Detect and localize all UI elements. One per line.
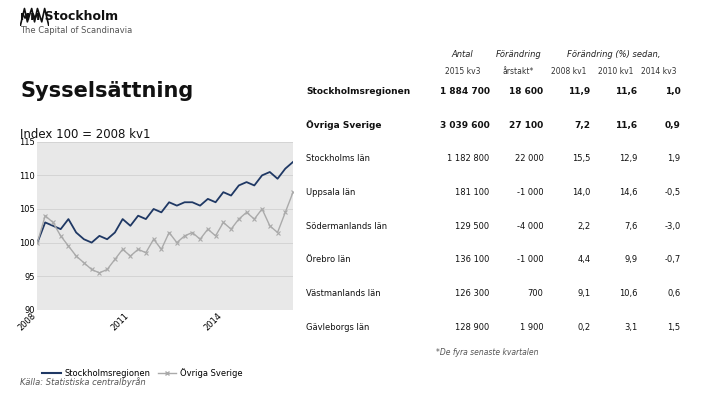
Text: 22 000: 22 000 <box>515 154 544 164</box>
Text: Övriga Sverige: Övriga Sverige <box>306 120 382 130</box>
Text: 11,9: 11,9 <box>568 87 590 96</box>
Text: 11,6: 11,6 <box>615 121 637 130</box>
Text: -0,7: -0,7 <box>664 255 680 264</box>
Text: 1 900: 1 900 <box>520 322 544 332</box>
Text: Uppsala län: Uppsala län <box>306 188 356 197</box>
Text: -0,5: -0,5 <box>665 188 680 197</box>
Text: 18 600: 18 600 <box>510 87 544 96</box>
Text: 4,4: 4,4 <box>577 255 590 264</box>
Text: 2010 kv1: 2010 kv1 <box>598 67 634 76</box>
Text: Stockholmsregionen: Stockholmsregionen <box>306 87 410 96</box>
Text: Förändring: Förändring <box>495 50 541 59</box>
Text: 2015 kv3: 2015 kv3 <box>445 67 480 76</box>
Text: 3,1: 3,1 <box>624 322 637 332</box>
Text: 128 900: 128 900 <box>455 322 490 332</box>
Text: 14,0: 14,0 <box>572 188 590 197</box>
Text: The Capital of Scandinavia: The Capital of Scandinavia <box>20 26 132 35</box>
Text: 1 182 800: 1 182 800 <box>447 154 490 164</box>
Text: Örebro län: Örebro län <box>306 255 351 264</box>
Text: 0,2: 0,2 <box>577 322 590 332</box>
Text: 0,6: 0,6 <box>667 289 680 298</box>
Text: årstakt*: årstakt* <box>503 67 534 76</box>
Text: 181 100: 181 100 <box>455 188 490 197</box>
Text: 9,9: 9,9 <box>624 255 637 264</box>
Text: Gävleborgs län: Gävleborgs län <box>306 322 369 332</box>
Text: 7,6: 7,6 <box>624 222 637 231</box>
Text: -1 000: -1 000 <box>517 255 544 264</box>
Text: 15,5: 15,5 <box>572 154 590 164</box>
Text: Västmanlands län: Västmanlands län <box>306 289 381 298</box>
Text: 12,9: 12,9 <box>618 154 637 164</box>
Text: 1,9: 1,9 <box>667 154 680 164</box>
Text: 0,9: 0,9 <box>665 121 680 130</box>
Text: Stockholms län: Stockholms län <box>306 154 370 164</box>
Text: 2014 kv3: 2014 kv3 <box>641 67 677 76</box>
Text: 2008 kv1: 2008 kv1 <box>551 67 587 76</box>
Text: Antal: Antal <box>451 50 474 59</box>
Text: 1,0: 1,0 <box>665 87 680 96</box>
Text: 7,2: 7,2 <box>575 121 590 130</box>
Text: 11,6: 11,6 <box>615 87 637 96</box>
Text: 9,1: 9,1 <box>577 289 590 298</box>
Text: 10,6: 10,6 <box>618 289 637 298</box>
Text: Sysselsättning: Sysselsättning <box>20 81 194 101</box>
Text: 14,6: 14,6 <box>618 188 637 197</box>
Text: ᴍᴍ Stockholm: ᴍᴍ Stockholm <box>20 10 118 23</box>
Text: Källa: Statistiska centralbyrån: Källa: Statistiska centralbyrån <box>20 377 145 387</box>
Text: -1 000: -1 000 <box>517 188 544 197</box>
Text: 126 300: 126 300 <box>455 289 490 298</box>
Text: 129 500: 129 500 <box>456 222 490 231</box>
Legend: Stockholmsregionen, Övriga Sverige: Stockholmsregionen, Övriga Sverige <box>39 364 246 381</box>
Text: 27 100: 27 100 <box>509 121 544 130</box>
Text: Södermanlands län: Södermanlands län <box>306 222 387 231</box>
Text: Index 100 = 2008 kv1: Index 100 = 2008 kv1 <box>20 128 150 141</box>
Text: *De fyra senaste kvartalen: *De fyra senaste kvartalen <box>436 348 538 357</box>
Text: 1 884 700: 1 884 700 <box>440 87 490 96</box>
Text: -4 000: -4 000 <box>517 222 544 231</box>
Text: Förändring (%) sedan,: Förändring (%) sedan, <box>567 50 660 59</box>
Text: -3,0: -3,0 <box>664 222 680 231</box>
Text: 2,2: 2,2 <box>577 222 590 231</box>
Text: 700: 700 <box>528 289 544 298</box>
Text: 3 039 600: 3 039 600 <box>440 121 490 130</box>
Text: 1,5: 1,5 <box>667 322 680 332</box>
Text: 136 100: 136 100 <box>455 255 490 264</box>
